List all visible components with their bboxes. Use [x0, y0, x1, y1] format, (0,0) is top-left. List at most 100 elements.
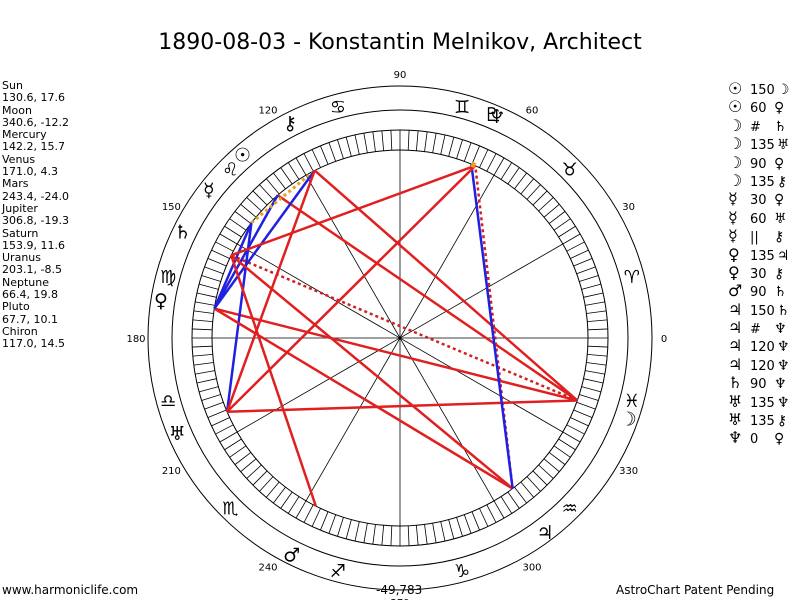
position-name-venus: Venus: [2, 152, 36, 166]
degree-tick: [587, 319, 608, 323]
position-coords-moon: 340.6, -12.2: [2, 115, 69, 129]
degree-tick: [432, 523, 437, 543]
degree-tick: [234, 211, 252, 224]
degree-tick: [363, 133, 368, 153]
degree-tick: [543, 203, 560, 218]
planet-sun-icon: ☉: [234, 144, 251, 166]
degree-tick: [520, 481, 535, 498]
aspect-line-moon-venus: [214, 307, 578, 402]
aspect-line-jupiter-pluto: [470, 163, 514, 489]
aspect-row: ♃ # ♆: [728, 318, 789, 338]
degree-tick: [192, 353, 213, 357]
center-value: -49,783: [376, 583, 423, 597]
aspect-planet1-glyph: ☿: [728, 207, 738, 227]
aspect-line-mercury-uranus: [225, 222, 253, 412]
aspect-planet2-glyph: ⚷: [774, 265, 785, 282]
degree-tick: [354, 134, 360, 155]
aspect-planet1-glyph: ☿: [728, 189, 738, 209]
aspect-planet1-glyph: ♃: [728, 299, 743, 319]
position-name-uranus: Uranus: [2, 251, 41, 265]
degree-tick: [500, 162, 513, 180]
chart-title: 1890-08-03 - Konstantin Melnikov, Archit…: [158, 30, 642, 55]
aspect-angle: #: [750, 119, 761, 135]
aspect-planet1-glyph: ☽: [728, 134, 743, 154]
degree-tick: [587, 353, 608, 357]
degree-label: 270: [390, 598, 409, 600]
degree-tick: [583, 378, 604, 384]
aspect-angle: 135: [750, 174, 775, 190]
degree-tick: [234, 452, 252, 465]
aspect-angle: 60: [750, 211, 767, 227]
position-name-chiron: Chiron: [2, 324, 38, 338]
aspect-planet2-glyph: ♅: [774, 210, 787, 227]
aspect-row: ☉ 60 ♀: [728, 97, 789, 116]
aspect-planet2-glyph: ♆: [774, 321, 787, 338]
aspect-line-saturn-neptune: [230, 164, 476, 257]
degree-tick: [320, 145, 329, 165]
degree-label: 300: [522, 563, 541, 574]
degree-tick: [570, 249, 589, 259]
aspect-row: ♀ 135 ♃: [728, 245, 790, 264]
degree-tick: [532, 190, 548, 206]
aspect-angle: 120: [750, 358, 775, 374]
aspect-planet1-glyph: ♅: [728, 410, 743, 430]
degree-tick: [448, 519, 455, 540]
position-coords-mars: 243.4, -24.0: [2, 189, 69, 203]
sign-scorpio-icon: ♏: [222, 499, 238, 520]
degree-tick: [195, 370, 215, 375]
degree-tick: [372, 131, 376, 152]
degree-tick: [579, 275, 599, 282]
aspect-angle: #: [750, 322, 761, 338]
aspect-planet1-glyph: ☽: [728, 152, 743, 172]
degree-tick: [520, 178, 535, 195]
degree-tick: [471, 145, 480, 165]
aspect-angle: 30: [750, 266, 767, 282]
aspect-planet1-glyph: ♃: [728, 318, 743, 338]
degree-tick: [576, 266, 596, 275]
degree-tick: [407, 525, 410, 546]
aspect-row: ♃ 120 ♆: [728, 355, 790, 374]
degree-tick: [259, 476, 274, 492]
aspect-line-neptune-pluto: [470, 161, 477, 169]
aspect-planet1-glyph: ☽: [728, 170, 743, 190]
aspect-angle: 90: [750, 156, 767, 172]
degree-tick: [215, 424, 234, 435]
degree-tick: [532, 470, 548, 486]
degree-label: 90: [394, 70, 407, 81]
degree-tick: [424, 524, 428, 545]
degree-tick: [303, 504, 314, 523]
aspect-row: ☽ # ♄: [728, 116, 789, 135]
degree-tick: [543, 458, 560, 473]
aspect-planet2-glyph: ♀: [774, 192, 785, 209]
aspect-angle: 90: [750, 285, 767, 301]
degree-tick: [579, 394, 599, 401]
planet-saturn-icon: ♄: [174, 222, 191, 244]
degree-tick: [566, 424, 585, 435]
degree-tick: [240, 458, 257, 473]
position-coords-mercury: 142.2, 15.7: [2, 140, 65, 154]
aspect-planet2-glyph: ♆: [776, 357, 790, 374]
aspect-planet2-glyph: ♄: [776, 302, 790, 319]
degree-tick: [514, 486, 527, 504]
degree-tick: [204, 266, 224, 275]
degree-tick: [354, 521, 360, 542]
aspect-planet2-glyph: ♃: [776, 247, 790, 264]
degree-label: 0: [661, 334, 667, 345]
degree-tick: [201, 394, 221, 401]
aspect-row: ♃ 150 ♄: [728, 299, 790, 319]
degree-tick: [193, 310, 214, 314]
aspect-line-mercury-chiron: [250, 169, 316, 224]
position-coords-venus: 171.0, 4.3: [2, 165, 58, 179]
planet-uranus-icon: ♅: [169, 423, 186, 445]
aspect-row: ☽ 90 ♀: [728, 152, 789, 172]
degree-tick: [219, 233, 238, 245]
degree-tick: [198, 386, 219, 393]
sign-aries-icon: ♈: [624, 267, 640, 288]
aspect-list: ☉ 150 ☽ ☉ 60 ♀ ☽ # ♄ ☽ 135 ♅ ☽ 90 ♀ ☽ 135 ⚷ ☿ 30 ♀ ☿ 60 ♅ ☿ || ⚷ ♀ 1…: [728, 79, 790, 448]
footer-website[interactable]: www.harmoniclife.com: [2, 583, 139, 597]
sign-cancer-icon: ♋: [330, 97, 346, 118]
degree-label: 240: [258, 563, 277, 574]
degree-tick: [493, 157, 505, 176]
position-coords-chiron: 117.0, 14.5: [2, 337, 65, 351]
